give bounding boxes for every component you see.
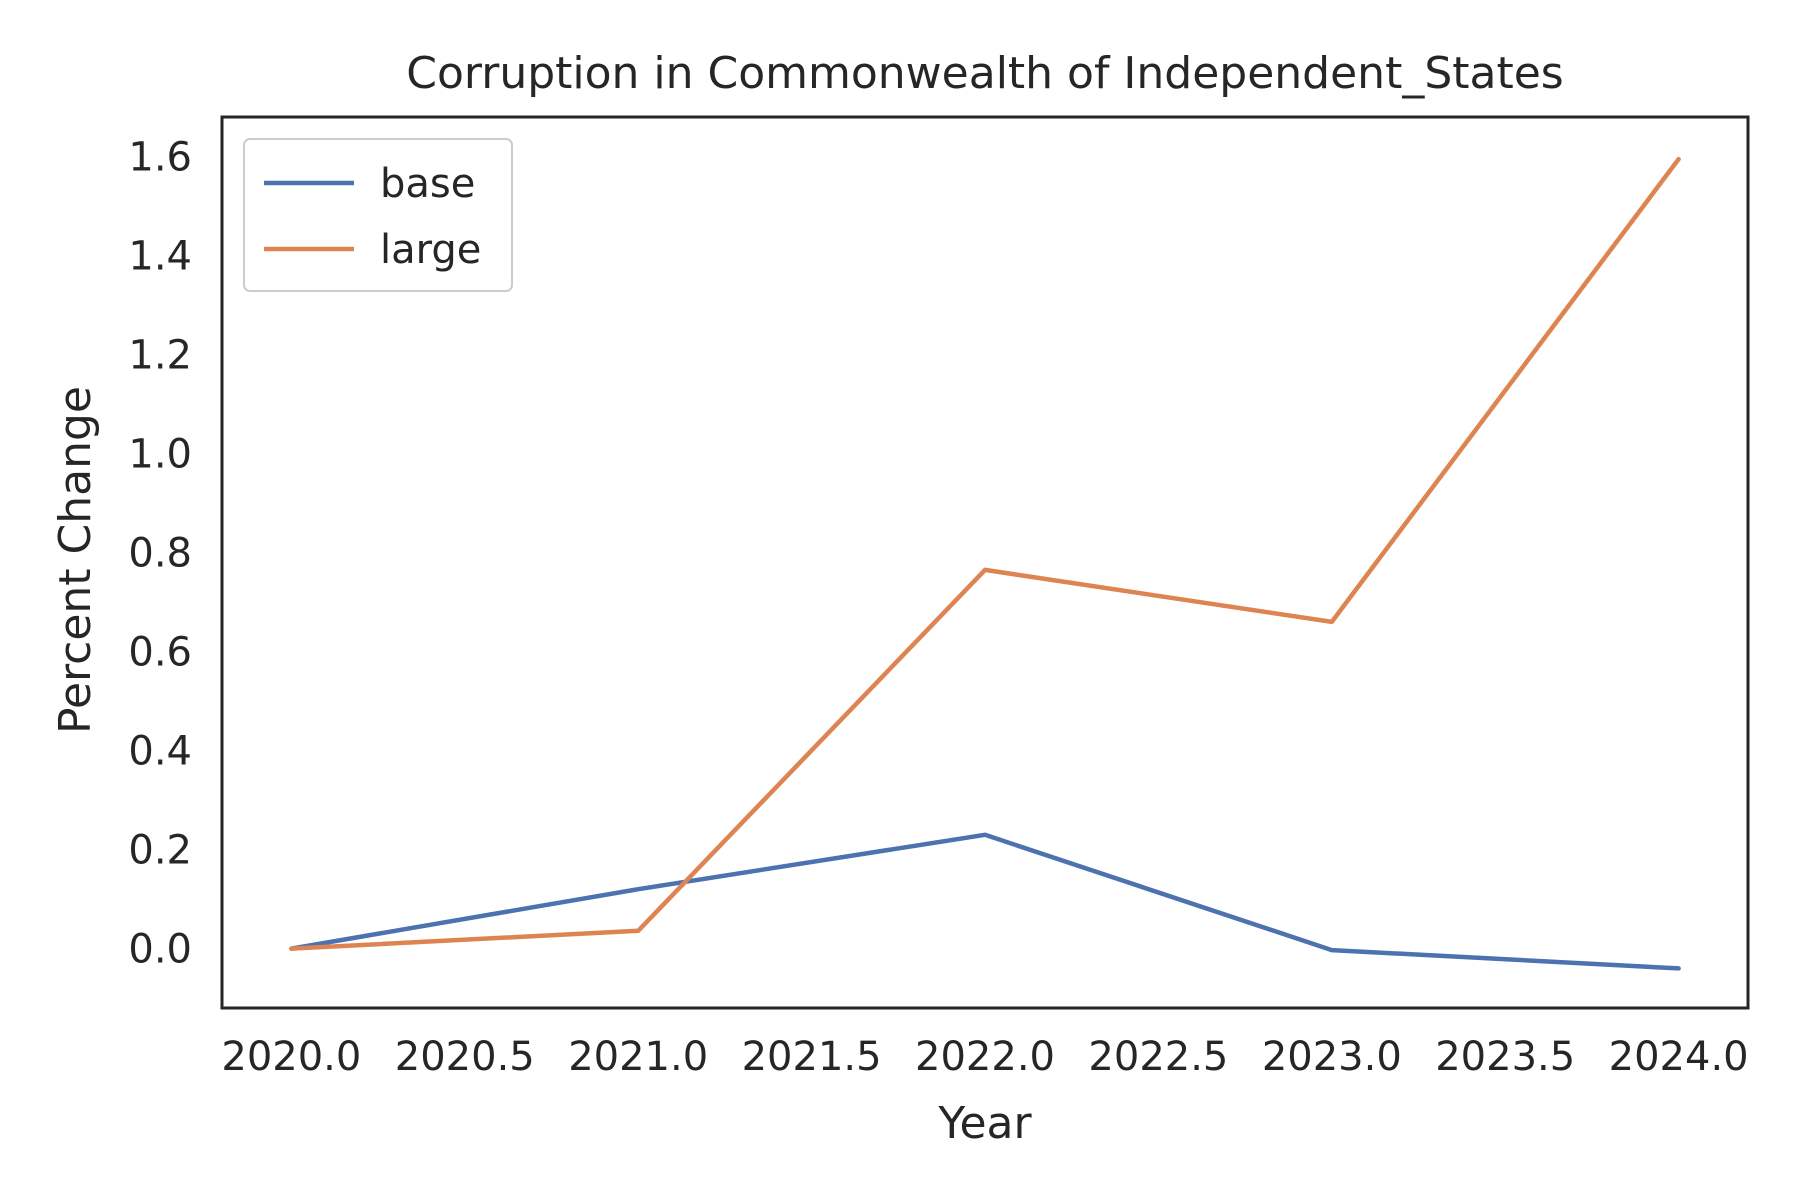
y-tick-label: 1.6	[128, 135, 192, 181]
series-line-base	[289, 832, 1681, 971]
x-axis-ticks: 2020.0 2020.5 2021.0 2021.5 2022.0 2022.5 2023…	[221, 1034, 1748, 1080]
legend-label-base: base	[380, 161, 475, 207]
x-tick-label: 2022.0	[915, 1034, 1055, 1080]
legend-label-large: large	[380, 227, 481, 273]
y-axis-ticks: 0.0 0.2 0.4 0.6 0.8 1.0 1.2 1.4 1.6	[128, 135, 192, 973]
chart-title: Corruption in Commonwealth of Independen…	[406, 48, 1563, 99]
x-tick-label: 2023.5	[1435, 1034, 1575, 1080]
x-tick-label: 2020.0	[221, 1034, 361, 1080]
x-tick-label: 2023.0	[1262, 1034, 1402, 1080]
x-tick-label: 2021.0	[568, 1034, 708, 1080]
plot-area	[220, 115, 1750, 1010]
y-tick-label: 0.4	[128, 729, 192, 775]
y-axis-label: Percent Change	[50, 386, 101, 734]
series-line-large	[289, 156, 1681, 951]
y-tick-label: 1.0	[128, 432, 192, 478]
x-tick-label: 2024.0	[1609, 1034, 1749, 1080]
legend: base large	[243, 138, 513, 292]
y-tick-label: 0.0	[128, 927, 192, 973]
legend-box	[243, 138, 513, 292]
y-tick-label: 0.6	[128, 630, 192, 676]
plot-frame	[220, 115, 1750, 1010]
x-tick-label: 2022.5	[1088, 1034, 1228, 1080]
y-tick-label: 0.2	[128, 828, 192, 874]
y-tick-label: 1.4	[128, 234, 192, 280]
x-tick-label: 2020.5	[395, 1034, 535, 1080]
x-axis-label: Year	[937, 1098, 1032, 1149]
y-tick-label: 1.2	[128, 333, 192, 379]
x-tick-label: 2021.5	[742, 1034, 882, 1080]
y-tick-label: 0.8	[128, 531, 192, 577]
